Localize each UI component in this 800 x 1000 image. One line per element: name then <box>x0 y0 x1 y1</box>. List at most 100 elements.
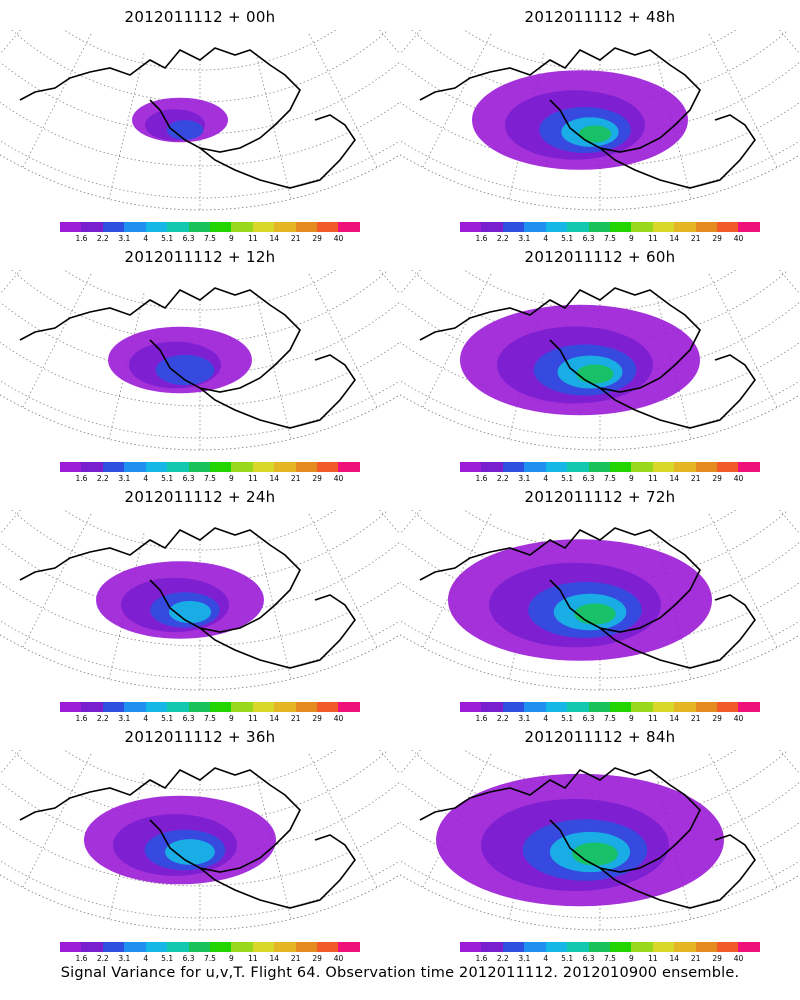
colorbar <box>60 942 360 952</box>
colorbar-swatch <box>567 942 589 952</box>
meridian-line <box>22 753 92 888</box>
colorbar-labels: 1.6 2.2 3.1 4 5.1 6.3 7.5 9 11 14 21 29 40 <box>60 234 360 244</box>
colorbar-swatch <box>124 222 146 232</box>
polar-map <box>400 510 800 691</box>
colorbar-swatch <box>124 702 146 712</box>
colorbar-tick-label: 2.2 <box>96 714 109 723</box>
colorbar <box>60 222 360 232</box>
colorbar-swatch <box>274 942 296 952</box>
colorbar-swatch <box>167 702 189 712</box>
colorbar-tick-label: 7.5 <box>604 474 616 483</box>
colorbar-tick-label: 29 <box>712 474 722 483</box>
colorbar-tick-label: 1.6 <box>475 954 488 963</box>
colorbar-swatch <box>545 702 568 712</box>
colorbar-tick-label: 9 <box>629 714 634 723</box>
colorbar-swatch <box>167 942 189 952</box>
coastline <box>419 287 756 429</box>
colorbar-swatch <box>338 222 360 232</box>
colorbar-tick-label: 7.5 <box>204 234 216 243</box>
colorbar-tick-label: 7.5 <box>604 954 616 963</box>
colorbar-swatch <box>317 942 339 952</box>
colorbar-tick-label: 2.2 <box>496 954 509 963</box>
variance-contour <box>155 354 215 386</box>
colorbar-swatch <box>502 462 525 472</box>
map-panel: 2012011112 + 48h 1.6 2.2 3.1 4 5.1 6.3 7.5 9 11 14… <box>400 0 800 243</box>
meridian-line <box>708 273 778 408</box>
colorbar-tick-label: 9 <box>229 714 234 723</box>
colorbar-labels: 1.6 2.2 3.1 4 5.1 6.3 7.5 9 11 14 21 29 40 <box>60 474 360 484</box>
colorbar-tick-label: 9 <box>629 234 634 243</box>
latitude-line <box>0 860 400 919</box>
colorbar-tick-label: 4 <box>143 234 149 243</box>
meridian-line <box>400 270 422 295</box>
colorbar-tick-label: 21 <box>290 954 301 963</box>
colorbar-swatch <box>167 222 189 232</box>
latitude-line <box>0 101 400 167</box>
colorbar-swatch <box>609 942 632 952</box>
meridian-line <box>308 513 378 648</box>
meridian-line <box>0 30 22 55</box>
colorbar-tick-label: 6.3 <box>182 234 195 243</box>
colorbar-swatch <box>460 942 482 952</box>
meridian-line <box>655 293 692 440</box>
meridian-line <box>22 513 92 648</box>
colorbar-swatch <box>338 462 360 472</box>
latitude-line <box>0 380 400 439</box>
meridian-line <box>0 270 22 295</box>
meridian-line <box>778 510 800 535</box>
colorbar-tick-label: 1.6 <box>475 474 488 483</box>
polar-map <box>400 30 800 211</box>
meridian-line <box>794 750 800 769</box>
colorbar-tick-label: 11 <box>248 954 258 963</box>
colorbar-swatch <box>631 702 653 712</box>
colorbar-swatch <box>652 702 675 712</box>
colorbar-tick-label: 6.3 <box>582 474 595 483</box>
meridian-line <box>255 293 292 440</box>
colorbar-swatch <box>60 702 82 712</box>
colorbar-tick-label: 9 <box>229 234 234 243</box>
colorbar-swatch <box>252 702 275 712</box>
meridian-line <box>708 753 778 888</box>
variance-contour <box>576 364 614 384</box>
colorbar-tick-label: 14 <box>269 234 280 243</box>
meridian-line <box>255 53 292 200</box>
colorbar-labels: 1.6 2.2 3.1 4 5.1 6.3 7.5 9 11 14 21 29 40 <box>460 234 760 244</box>
latitude-line <box>11 510 389 583</box>
colorbar-swatch <box>209 222 232 232</box>
colorbar-tick-label: 11 <box>248 714 258 723</box>
colorbar-tick-label: 6.3 <box>182 474 195 483</box>
meridian-line <box>378 750 400 775</box>
colorbar-swatch <box>502 222 525 232</box>
colorbar <box>60 702 360 712</box>
polar-map <box>400 270 800 451</box>
colorbar-swatch <box>231 462 253 472</box>
colorbar-swatch <box>295 462 318 472</box>
meridian-line <box>422 513 492 648</box>
colorbar-tick-label: 21 <box>690 474 701 483</box>
colorbar-swatch <box>481 462 503 472</box>
colorbar-tick-label: 6.3 <box>582 954 595 963</box>
meridian-line <box>378 270 400 295</box>
panel-title: 2012011112 + 60h <box>524 248 676 266</box>
colorbar-tick-label: 5.1 <box>561 474 574 483</box>
meridian-line <box>794 30 800 49</box>
colorbar-swatch <box>145 222 168 232</box>
colorbar-swatch <box>717 222 739 232</box>
colorbar-tick-label: 9 <box>629 954 634 963</box>
colorbar-swatch <box>102 462 125 472</box>
colorbar-tick-label: 21 <box>290 714 301 723</box>
meridian-line <box>0 510 22 535</box>
colorbar-tick-label: 40 <box>733 714 744 723</box>
latitude-line <box>400 140 800 199</box>
colorbar-tick-label: 1.6 <box>75 714 88 723</box>
colorbar-swatch <box>502 702 525 712</box>
meridian-line <box>400 270 406 289</box>
meridian-line <box>708 33 778 168</box>
meridian-line <box>655 53 692 200</box>
latitude-line <box>400 620 800 679</box>
meridian-line <box>108 773 145 920</box>
colorbar-swatch <box>652 942 675 952</box>
colorbar-tick-label: 2.2 <box>496 234 509 243</box>
panel-title: 2012011112 + 84h <box>524 728 676 746</box>
colorbar-tick-label: 6.3 <box>182 714 195 723</box>
